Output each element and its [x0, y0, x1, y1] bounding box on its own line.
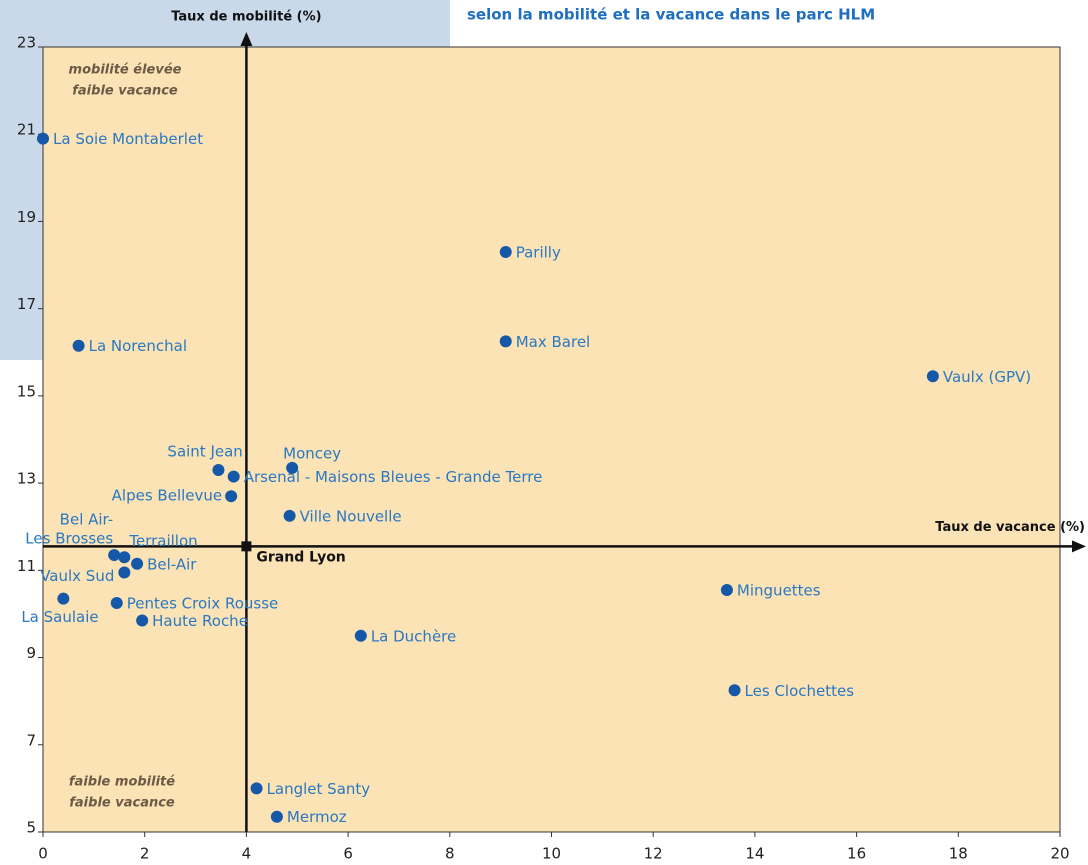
point	[136, 614, 149, 627]
x-tick-label: 4	[242, 845, 252, 863]
y-tick-label: 13	[17, 470, 36, 488]
quadrant-note: faible vacance	[69, 796, 175, 811]
point	[227, 470, 240, 483]
x-tick-label: 16	[847, 845, 866, 863]
x-tick-label: 12	[644, 845, 663, 863]
point-label: Bel Air-	[60, 511, 114, 529]
point-label: Mermoz	[287, 808, 347, 826]
point-label: Terraillon	[128, 532, 197, 550]
point	[720, 583, 733, 596]
point-label: La Saulaie	[21, 608, 98, 626]
x-tick-label: 2	[140, 845, 150, 863]
point	[270, 810, 283, 823]
quadrant-note: faible mobilité	[69, 775, 175, 790]
point	[499, 245, 512, 258]
point	[118, 551, 131, 564]
point-label: Minguettes	[737, 581, 821, 599]
point-label: Arsenal - Maisons Bleues - Grande Terre	[244, 468, 543, 486]
x-tick-label: 6	[343, 845, 353, 863]
point-label: La Soie Montaberlet	[53, 130, 203, 148]
reference-label: Grand Lyon	[256, 549, 345, 565]
y-tick-label: 15	[17, 382, 36, 400]
point-label: La Duchère	[371, 627, 456, 645]
point	[283, 509, 296, 522]
point	[131, 557, 144, 570]
arrow-head	[1072, 540, 1086, 553]
x-tick-label: 14	[745, 845, 764, 863]
point-label: Max Barel	[516, 333, 591, 351]
point-label: Bel-Air	[147, 555, 197, 573]
point-label: Alpes Bellevue	[112, 487, 222, 505]
point-label: Saint Jean	[167, 443, 242, 461]
point-label: Ville Nouvelle	[300, 507, 402, 525]
point-label: Parilly	[516, 243, 561, 261]
y-tick-label: 5	[26, 819, 36, 837]
point	[250, 782, 263, 795]
x-axis-label: Taux de vacance (%)	[935, 520, 1085, 535]
y-tick-label: 23	[17, 34, 36, 52]
arrow-head	[240, 32, 253, 46]
point-label: Moncey	[283, 444, 341, 462]
quadrant-note: faible vacance	[72, 84, 178, 99]
x-tick-label: 8	[445, 845, 455, 863]
point-label: Pentes Croix Rousse	[127, 595, 279, 613]
point	[57, 592, 70, 605]
point-label: Les Brosses	[25, 530, 113, 548]
point-label: Vaulx Sud	[40, 567, 114, 585]
point	[499, 335, 512, 348]
point	[286, 461, 299, 474]
point-label: Vaulx (GPV)	[943, 368, 1031, 386]
y-tick-label: 17	[17, 295, 36, 313]
point	[225, 490, 238, 503]
y-tick-label: 7	[26, 731, 36, 749]
point	[212, 464, 225, 477]
point	[354, 629, 367, 642]
plot-area	[42, 46, 1061, 833]
point-label: Langlet Santy	[267, 780, 371, 798]
reference-point	[241, 541, 252, 552]
x-tick-label: 20	[1050, 845, 1069, 863]
y-tick-label: 21	[17, 121, 36, 139]
x-tick-label: 18	[949, 845, 968, 863]
point-label: Les Clochettes	[745, 682, 855, 700]
quadrant-note: mobilité élevée	[69, 63, 182, 78]
point	[37, 132, 49, 145]
point-label: Haute Roche	[152, 612, 248, 630]
y-tick-label: 11	[17, 557, 36, 575]
point	[110, 597, 123, 610]
x-tick-label: 10	[542, 845, 561, 863]
point	[108, 549, 121, 562]
point-label: La Norenchal	[89, 337, 187, 355]
y-axis-label: Taux de mobilité (%)	[171, 10, 321, 25]
point	[72, 339, 85, 352]
chart-title: selon la mobilité et la vacance dans le …	[467, 6, 875, 24]
y-tick-label: 9	[26, 644, 36, 662]
point	[926, 370, 939, 383]
point	[728, 684, 741, 697]
y-tick-label: 19	[17, 208, 36, 226]
x-tick-label: 0	[38, 845, 48, 863]
point	[118, 566, 131, 579]
